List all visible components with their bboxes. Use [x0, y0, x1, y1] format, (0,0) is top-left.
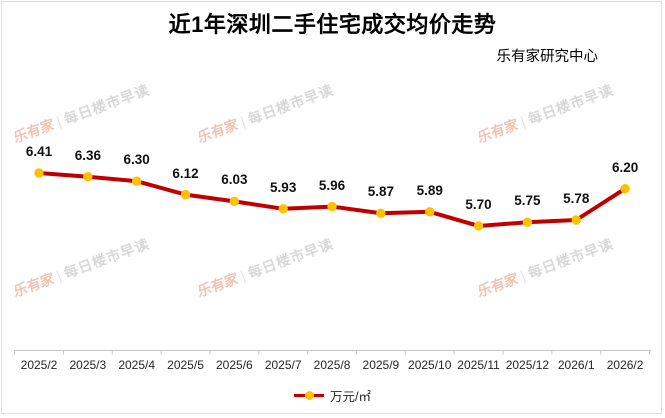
- x-axis-label: 2025/2: [20, 358, 58, 372]
- data-point-label: 5.70: [465, 196, 492, 212]
- data-point-marker: [376, 208, 386, 218]
- x-axis-label: 2025/4: [118, 358, 156, 372]
- data-point-label: 6.03: [221, 172, 248, 188]
- data-point-marker: [620, 183, 630, 194]
- x-axis-label: 2025/5: [167, 358, 204, 372]
- x-axis-label: 2026/2: [606, 358, 644, 372]
- data-point-label: 5.87: [367, 184, 395, 200]
- chart-title: 近1年深圳二手住宅成交均价走势: [168, 12, 497, 37]
- data-point-marker: [229, 196, 240, 207]
- legend: 万元/㎡: [0, 386, 665, 405]
- data-point-marker: [83, 172, 93, 182]
- x-axis-label: 2025/12: [505, 358, 550, 372]
- legend-line-marker-icon: [294, 391, 324, 400]
- data-point-label: 5.89: [416, 182, 443, 198]
- data-point-marker: [571, 215, 581, 225]
- x-axis-label: 2025/8: [313, 358, 351, 372]
- data-point-label: 5.75: [514, 193, 541, 209]
- data-point-label: 6.30: [123, 152, 150, 168]
- data-point-label: 5.78: [563, 190, 590, 206]
- data-point-marker: [425, 207, 435, 217]
- source-label: 乐有家研究中心: [496, 49, 599, 65]
- data-point-marker: [34, 168, 44, 178]
- data-point-label: 6.20: [611, 159, 639, 175]
- x-axis-label: 2025/10: [408, 358, 452, 372]
- data-point-marker: [278, 204, 288, 214]
- x-axis-label: 2025/9: [362, 358, 400, 372]
- data-point-marker: [180, 189, 191, 200]
- data-point-marker: [327, 201, 337, 212]
- data-point-label: 5.96: [318, 177, 346, 193]
- x-axis-label: 2025/11: [457, 358, 500, 372]
- data-point-label: 6.36: [74, 147, 101, 163]
- x-axis-label: 2025/3: [69, 358, 107, 372]
- x-axis-label: 2026/1: [557, 358, 595, 372]
- data-point-marker: [522, 217, 533, 227]
- data-point-label: 5.93: [270, 179, 297, 195]
- x-axis-label: 2025/6: [216, 358, 253, 372]
- data-point-marker: [131, 176, 142, 186]
- x-axis-label: 2025/7: [264, 358, 302, 372]
- data-point-marker: [473, 221, 484, 231]
- legend-label: 万元/㎡: [330, 390, 371, 404]
- data-point-label: 6.41: [25, 144, 53, 159]
- data-point-label: 6.12: [172, 165, 199, 181]
